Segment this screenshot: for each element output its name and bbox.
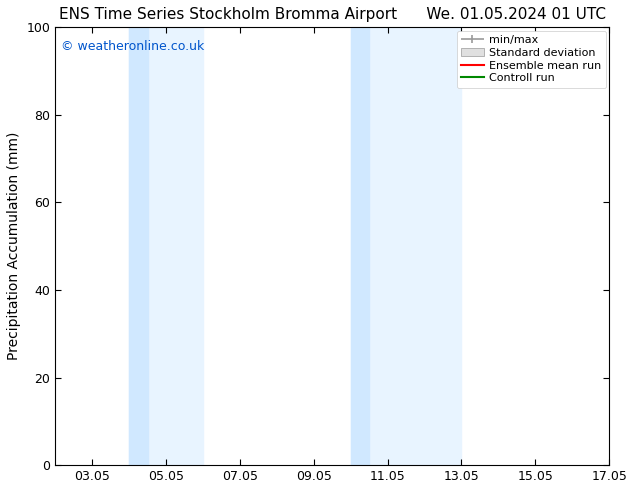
Text: © weatheronline.co.uk: © weatheronline.co.uk — [61, 40, 204, 53]
Title: ENS Time Series Stockholm Bromma Airport      We. 01.05.2024 01 UTC: ENS Time Series Stockholm Bromma Airport… — [59, 7, 605, 22]
Legend: min/max, Standard deviation, Ensemble mean run, Controll run: min/max, Standard deviation, Ensemble me… — [457, 30, 605, 88]
Y-axis label: Precipitation Accumulation (mm): Precipitation Accumulation (mm) — [7, 132, 21, 361]
Bar — [351, 27, 462, 465]
Bar — [351, 27, 369, 465]
Bar — [129, 27, 148, 465]
Bar — [129, 27, 203, 465]
